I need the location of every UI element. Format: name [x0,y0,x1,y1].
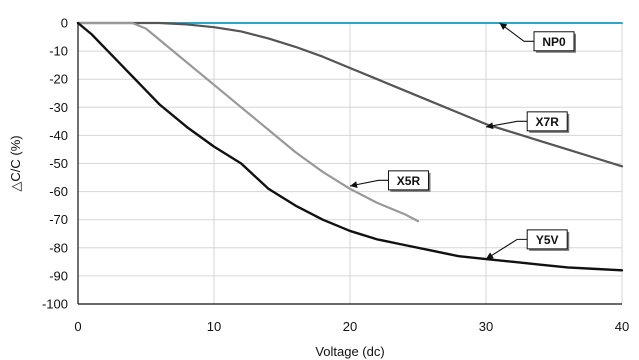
x-tick-label: 40 [615,319,629,334]
callout-box-y5v [526,229,568,250]
callout-label-x5r: X5R [397,174,421,188]
callout-leader-x7r [485,120,528,128]
y-tick-label: -50 [49,156,68,171]
callout-arrowhead-y5v [486,252,494,260]
y-tick-label: -70 [49,212,68,227]
series-line-x5r [76,21,420,223]
y-axis-label: △C/C (%) [8,135,23,191]
callout-label-np0: NP0 [542,35,566,49]
series-line-x7r [76,21,624,168]
y-tick-label: -30 [49,100,68,115]
grid [77,22,623,305]
y-tick-label: -10 [49,44,68,59]
series [76,21,624,272]
x-axis-label: Voltage (dc) [315,344,384,359]
callout-label-y5v: Y5V [536,233,559,247]
callout-leader-y5v [485,238,528,260]
x-tick-label: 10 [207,319,221,334]
callout-arrowhead-np0 [499,23,508,30]
x-tick-label: 20 [343,319,357,334]
callouts: NP0 X7R X5R Y5V [349,22,576,260]
callout-label-x7r: X7R [536,115,560,129]
y-tick-label: -80 [49,240,68,255]
callout-box-x5r [387,170,429,191]
callout-arrowhead-x7r [486,122,494,130]
y-tick-label: -90 [49,268,68,283]
y-tick-label: -40 [49,128,68,143]
y-tick-label: -60 [49,184,68,199]
tick-labels: 0 10 20 30 40 0 -10 -20 -30 -40 -50 -60 -70 -80 -90 -10… [42,16,629,335]
x-tick-label: 0 [74,319,81,334]
y-tick-label: 0 [61,16,68,31]
callout-box-np0 [533,31,575,52]
callout-box-x7r [526,111,568,132]
y-tick-label: -20 [49,72,68,87]
axes [77,23,622,305]
callout-leader-x5r [349,179,389,187]
series-line-y5v [76,21,624,272]
callout-leader-np0 [499,22,534,42]
callout-arrowhead-x5r [350,181,358,189]
y-tick-label: -100 [42,297,68,312]
x-tick-label: 30 [479,319,493,334]
